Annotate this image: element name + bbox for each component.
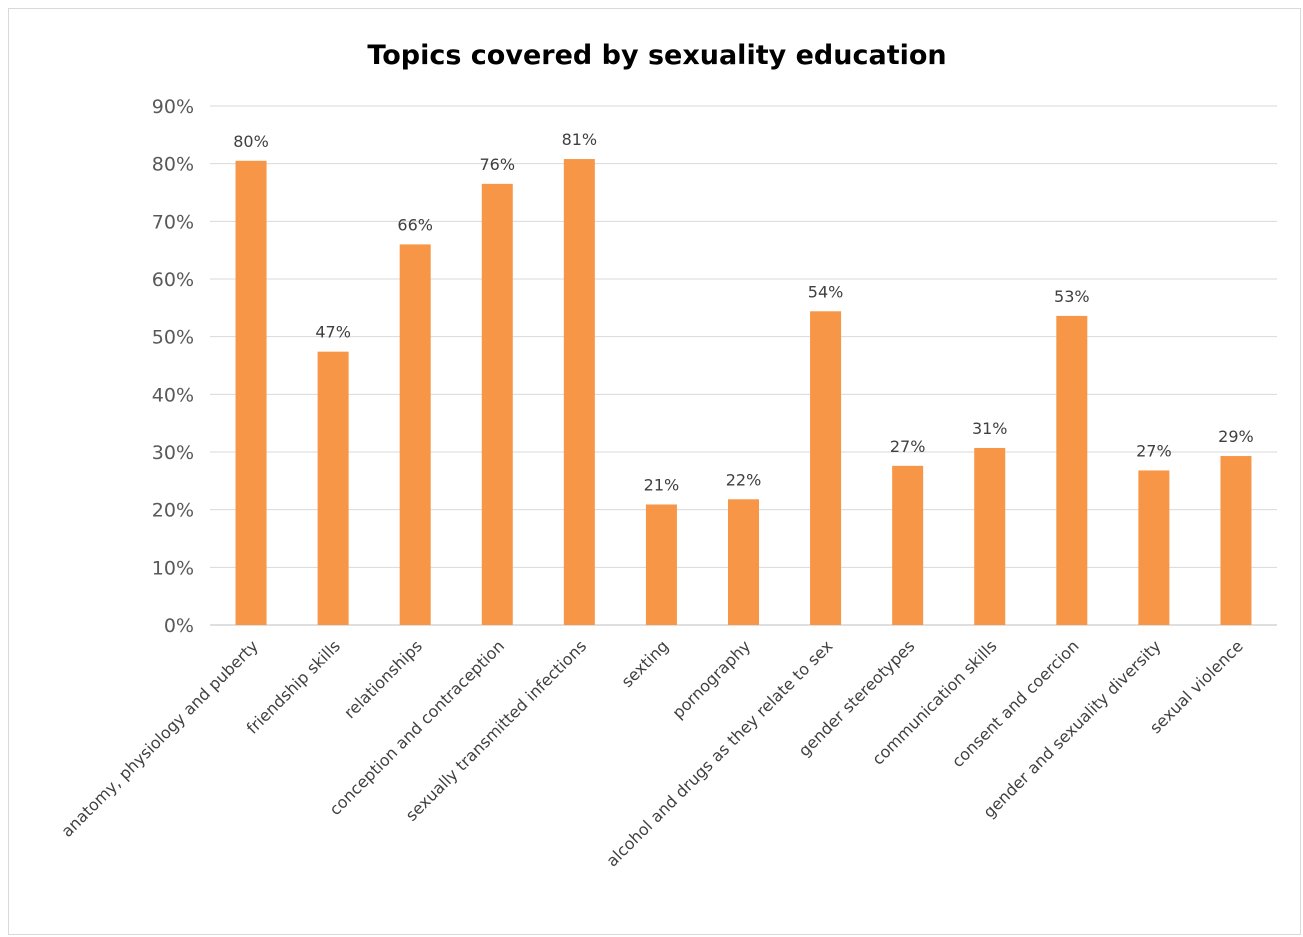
data-label: 47% (315, 323, 351, 342)
y-tick-label: 70% (152, 211, 194, 233)
data-label: 22% (726, 470, 762, 489)
y-tick-label: 30% (152, 442, 194, 464)
y-tick-label: 0% (164, 615, 194, 637)
category-label: sexting (618, 636, 673, 691)
data-label: 31% (972, 419, 1008, 438)
x-axis-tick-labels: anatomy, physiology and pubertyfriendshi… (57, 636, 1246, 870)
bar (810, 311, 842, 625)
bar (481, 183, 513, 625)
bar (563, 159, 595, 625)
bar (1220, 456, 1252, 625)
bar (645, 504, 677, 625)
bar (317, 351, 349, 625)
data-label: 54% (808, 282, 844, 301)
bar (1138, 470, 1170, 625)
data-label: 27% (1136, 441, 1172, 460)
data-label: 53% (1054, 287, 1090, 306)
bar (235, 160, 267, 626)
data-label: 27% (890, 437, 926, 456)
data-labels: 80% 47% 66% 76% 81% 21% 22% 54% 27% 31% 53% 27% 29% (233, 130, 1253, 494)
category-label: gender and sexuality diversity (979, 636, 1164, 821)
bar (728, 499, 759, 625)
y-tick-label: 90% (152, 96, 194, 118)
category-label: pornography (668, 636, 754, 722)
category-label: sexually transmitted infections (402, 636, 590, 824)
gridlines (210, 105, 1277, 626)
data-label: 81% (562, 130, 598, 149)
data-label: 29% (1218, 427, 1254, 446)
bar (399, 244, 431, 625)
category-label: relationships (340, 636, 426, 722)
y-tick-label: 20% (152, 500, 194, 522)
y-tick-label: 60% (152, 269, 194, 291)
y-tick-label: 40% (152, 384, 194, 406)
y-tick-label: 10% (152, 557, 194, 579)
data-label: 80% (233, 132, 269, 151)
y-tick-label: 80% (152, 154, 194, 176)
data-label: 21% (644, 475, 680, 494)
bars (235, 159, 1252, 626)
category-label: conception and contraception (325, 636, 508, 819)
chart-frame: Topics covered by sexuality education 0%… (8, 8, 1301, 935)
y-tick-label: 50% (152, 327, 194, 349)
bar (974, 447, 1006, 625)
data-label: 66% (397, 215, 433, 234)
data-label: 76% (479, 155, 515, 174)
bar-chart: Topics covered by sexuality education 0%… (57, 40, 1277, 870)
chart-title: Topics covered by sexuality education (367, 40, 946, 71)
bar (1056, 315, 1088, 625)
y-axis-tick-labels: 0% 10% 20% 30% 40% 50% 60% 70% 80% 90% (152, 96, 194, 637)
bar (892, 465, 924, 625)
category-label: anatomy, physiology and puberty (57, 636, 261, 840)
